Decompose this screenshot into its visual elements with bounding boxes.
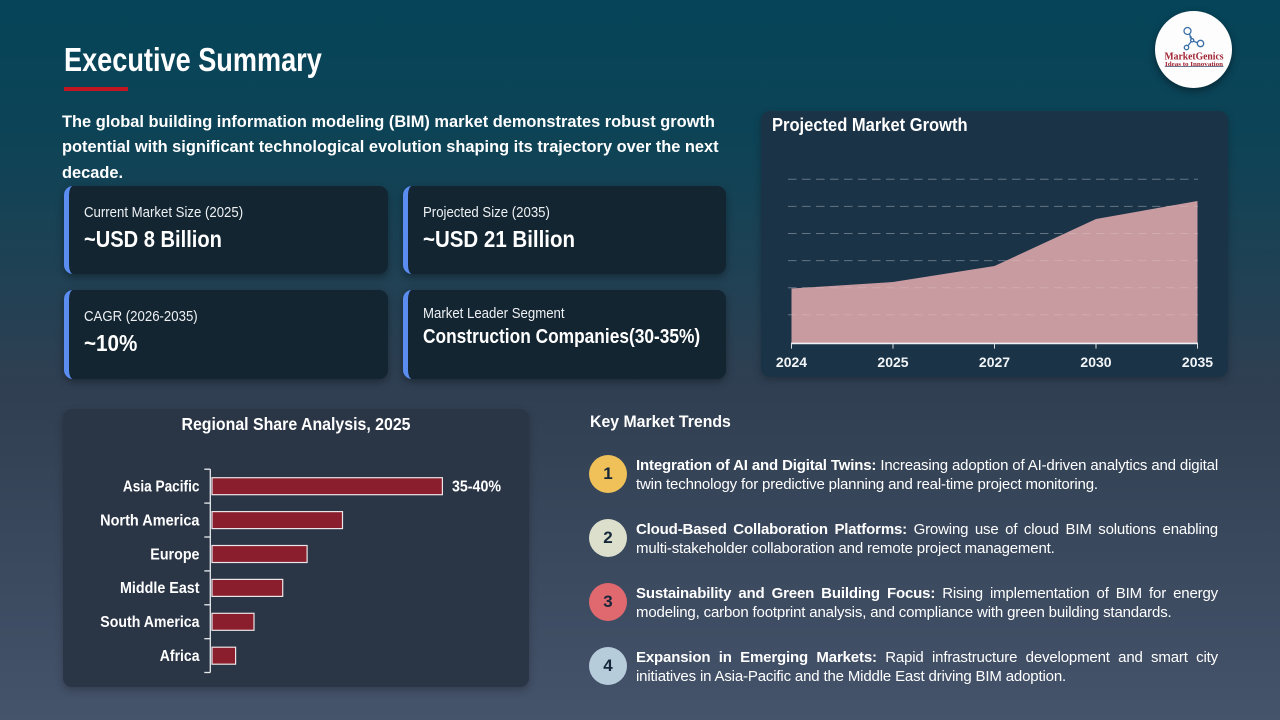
svg-text:South America: South America [100,614,200,631]
svg-text:2027: 2027 [979,354,1010,370]
svg-text:North America: North America [100,512,200,529]
svg-text:Asia Pacific: Asia Pacific [123,479,200,496]
svg-text:2030: 2030 [1080,354,1111,370]
svg-text:Ideas to Innovation: Ideas to Innovation [1165,62,1224,68]
svg-text:35-40%: 35-40% [452,479,501,496]
svg-text:2024: 2024 [776,354,807,370]
svg-text:Europe: Europe [150,546,200,563]
svg-text:Africa: Africa [160,648,200,665]
svg-text:Middle East: Middle East [120,580,200,597]
svg-text:2035: 2035 [1182,354,1213,370]
svg-text:2025: 2025 [877,354,908,370]
svg-text:MarketGenics: MarketGenics [1165,52,1224,63]
